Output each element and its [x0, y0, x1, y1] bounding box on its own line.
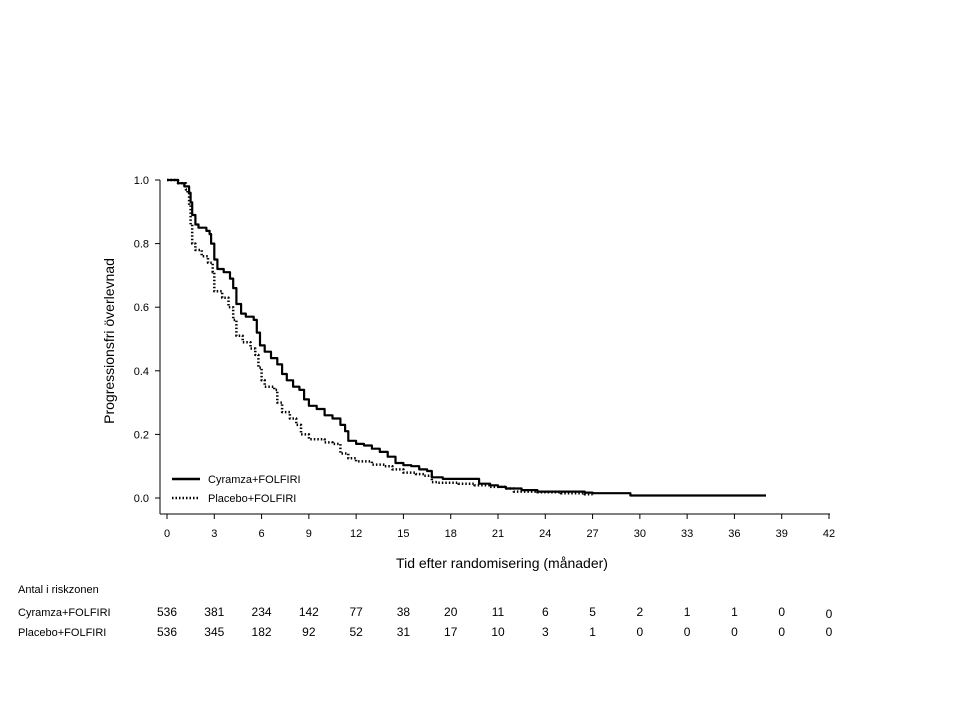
x-axis-title: Tid efter randomisering (månader) [396, 555, 608, 571]
risk-value: 0 [684, 625, 691, 639]
y-tick-label: 0.0 [134, 493, 149, 505]
y-axis-title: Progressionsfri överlevnad [101, 258, 117, 424]
risk-value: 381 [204, 605, 224, 619]
risk-row-label-placebo: Placebo+FOLFIRI [18, 627, 106, 639]
x-tick-label: 3 [211, 528, 217, 540]
risk-value: 10 [491, 625, 505, 639]
risk-value: 536 [157, 605, 177, 619]
risk-value: 1 [684, 605, 691, 619]
risk-value: 0 [637, 625, 644, 639]
x-tick-label: 12 [350, 528, 362, 540]
risk-value: 0 [826, 607, 833, 621]
x-tick-label: 36 [728, 528, 740, 540]
y-tick-label: 0.6 [134, 302, 149, 314]
risk-row-label-cyramza: Cyramza+FOLFIRI [18, 607, 111, 619]
risk-value: 0 [826, 625, 833, 639]
y-tick-label: 0.2 [134, 429, 149, 441]
risk-value: 6 [542, 605, 549, 619]
risk-table-title: Antal i riskzonen [18, 584, 99, 596]
x-tick-label: 27 [586, 528, 598, 540]
risk-value: 2 [637, 605, 644, 619]
risk-value: 77 [349, 605, 363, 619]
risk-value: 17 [444, 625, 458, 639]
x-tick-label: 9 [306, 528, 312, 540]
y-ticks: 0.0 0.2 0.4 0.6 0.8 1.0 [134, 175, 160, 505]
risk-value: 38 [397, 605, 411, 619]
risk-value: 1 [731, 605, 738, 619]
y-tick-label: 0.8 [134, 239, 149, 251]
series-lines [167, 178, 766, 497]
x-tick-label: 33 [681, 528, 693, 540]
risk-value: 5 [589, 605, 596, 619]
risk-value: 20 [444, 605, 458, 619]
x-tick-label: 18 [445, 528, 457, 540]
y-tick-label: 0.4 [134, 366, 149, 378]
x-tick-label: 30 [634, 528, 646, 540]
risk-value: 11 [492, 605, 505, 619]
risk-value: 234 [252, 605, 272, 619]
x-tick-label: 21 [492, 528, 504, 540]
risk-value: 142 [299, 605, 319, 619]
x-ticks: 0 3 6 9 12 15 18 21 24 27 30 33 36 39 42 [164, 514, 835, 540]
risk-value: 536 [157, 625, 177, 639]
x-tick-label: 6 [259, 528, 265, 540]
risk-table: Antal i riskzonen Cyramza+FOLFIRI Placeb… [18, 584, 833, 639]
risk-value: 31 [397, 625, 411, 639]
legend-label-cyramza: Cyramza+FOLFIRI [208, 474, 301, 486]
risk-value: 52 [349, 625, 363, 639]
legend: Cyramza+FOLFIRI Placebo+FOLFIRI [172, 474, 301, 505]
x-tick-label: 24 [539, 528, 551, 540]
risk-value: 0 [778, 605, 785, 619]
y-tick-label: 1.0 [134, 175, 149, 187]
series-line-placebo-folfiri [167, 178, 594, 497]
risk-value: 0 [731, 625, 738, 639]
legend-label-placebo: Placebo+FOLFIRI [208, 493, 296, 505]
risk-value: 1 [589, 625, 596, 639]
x-tick-label: 39 [776, 528, 788, 540]
risk-value: 0 [778, 625, 785, 639]
risk-value: 345 [204, 625, 224, 639]
axes [159, 180, 830, 515]
x-tick-label: 42 [823, 528, 835, 540]
risk-value: 182 [252, 625, 272, 639]
x-tick-label: 0 [164, 528, 170, 540]
x-tick-label: 15 [397, 528, 409, 540]
series-line-cyramza-folfiri [167, 178, 766, 497]
risk-value: 92 [302, 625, 316, 639]
risk-value: 3 [542, 625, 549, 639]
